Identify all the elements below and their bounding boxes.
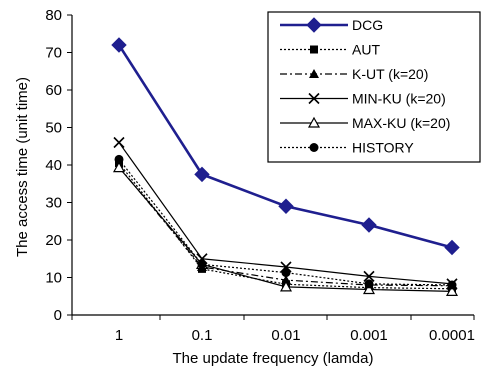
x-tick-label: 0.01 [271,327,300,344]
data-point [278,198,294,214]
y-tick-label: 70 [45,45,62,62]
y-tick-label: 60 [45,82,62,99]
legend-label: HISTORY [352,140,414,156]
data-point [279,280,293,292]
x-tick-label: 1 [115,327,123,344]
legend-marker [309,69,319,78]
legend-marker [310,45,318,54]
data-point [112,161,126,173]
legend-item: K-UT (k=20) [280,66,428,82]
data-point [114,154,124,164]
series-line [118,159,453,286]
legend-marker [307,116,321,128]
legend-label: MAX-KU (k=20) [352,115,450,131]
y-tick-label: 40 [45,157,62,174]
legend-label: DCG [352,17,383,33]
x-tick-label: 0.0001 [429,327,475,344]
data-point [281,268,291,278]
y-tick-label: 0 [54,307,62,324]
axes: 0 10 20 30 40 50 60 70 80 1 0.1 0.01 0.001 0.0001 [45,7,475,344]
legend-item: MAX-KU (k=20) [280,115,450,131]
legend-label: AUT [352,42,380,58]
y-tick-label: 50 [45,120,62,137]
y-tick-label: 80 [45,7,62,24]
legend-marker [309,143,319,152]
y-tick-label: 10 [45,270,62,287]
legend-item: AUT [280,42,380,58]
data-point [111,37,127,53]
series-layer [111,37,460,296]
data-point [445,285,459,296]
data-point [194,166,210,183]
x-tick-label: 0.1 [192,327,213,344]
data-point [444,239,460,256]
legend: DCG AUT K-UT (k=20) MIN-KU (k=20) MAX-KU (k=… [267,11,481,163]
series-dcg [111,37,460,256]
data-point [364,279,374,289]
legend-box [267,11,481,163]
data-point [447,280,457,290]
legend-marker [308,92,320,105]
data-point [197,259,207,269]
series-history [114,154,457,290]
data-point [113,136,125,149]
y-tick-label: 20 [45,232,62,249]
legend-marker [306,17,322,33]
data-point [362,283,376,295]
data-point [281,275,291,285]
legend-label: K-UT (k=20) [352,66,428,82]
legend-item: DCG [280,17,383,33]
legend-item: HISTORY [280,140,414,156]
x-axis-title: The update frequency (lamda) [173,350,374,367]
y-tick-label: 30 [45,195,62,212]
y-axis-title: The access time (unit time) [14,77,31,257]
data-point [363,270,375,282]
x-tick-label: 0.001 [350,327,388,344]
legend-label: MIN-KU (k=20) [352,91,446,107]
data-point [361,217,377,233]
legend-item: MIN-KU (k=20) [280,91,446,107]
